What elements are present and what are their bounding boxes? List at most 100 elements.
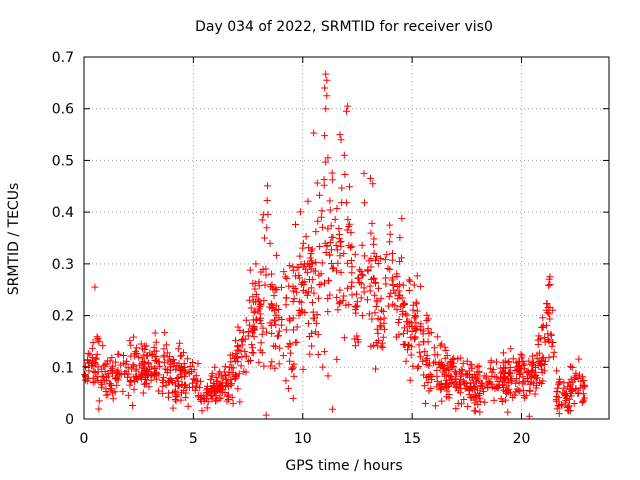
data-point (169, 355, 177, 363)
data-point (246, 266, 254, 274)
data-point (189, 359, 197, 367)
data-point (328, 405, 336, 413)
data-point (513, 366, 521, 374)
data-point (553, 384, 561, 392)
data-point (357, 280, 365, 288)
data-point (275, 327, 283, 335)
data-point (151, 364, 159, 372)
data-point (499, 349, 507, 357)
data-point (186, 362, 194, 370)
data-point (514, 358, 522, 366)
data-point (292, 220, 300, 228)
data-point (271, 284, 279, 292)
data-point (572, 372, 580, 380)
data-point (543, 299, 551, 307)
data-point (326, 251, 334, 259)
data-point (306, 350, 314, 358)
data-point (306, 261, 314, 269)
data-point (264, 182, 272, 190)
data-point (562, 396, 570, 404)
data-point (98, 365, 106, 373)
data-point (299, 239, 307, 247)
data-point (505, 379, 513, 387)
data-point (268, 301, 276, 309)
data-point (259, 211, 267, 219)
data-point (413, 307, 421, 315)
data-point (129, 402, 137, 410)
data-point (354, 274, 362, 282)
data-point (89, 339, 97, 347)
data-point (366, 287, 374, 295)
data-point (244, 357, 252, 365)
data-point (438, 360, 446, 368)
data-point (340, 334, 348, 342)
data-point (402, 357, 410, 365)
x-tick-label: 10 (294, 431, 312, 447)
data-point (252, 316, 260, 324)
data-point (424, 325, 432, 333)
data-point (92, 354, 100, 362)
data-point (268, 358, 276, 366)
data-point (296, 208, 304, 216)
data-point (469, 393, 477, 401)
data-point (156, 362, 164, 370)
data-point (260, 362, 268, 370)
data-point (312, 228, 320, 236)
data-point (263, 197, 271, 205)
data-point (389, 274, 397, 282)
data-point (204, 398, 212, 406)
data-point (566, 395, 574, 403)
data-point (346, 183, 354, 191)
data-point (88, 344, 96, 352)
data-point (83, 377, 91, 385)
data-point (119, 387, 127, 395)
data-point (531, 390, 539, 398)
data-point (390, 286, 398, 294)
data-point (575, 355, 583, 363)
data-point (255, 278, 263, 286)
data-point (303, 268, 311, 276)
data-point (99, 342, 107, 350)
data-point (564, 382, 572, 390)
data-point (322, 158, 330, 166)
data-point (302, 232, 310, 240)
data-point (82, 363, 90, 371)
data-point (197, 394, 205, 402)
data-point (393, 306, 401, 314)
x-axis-label: GPS time / hours (285, 458, 402, 474)
y-tick-label: 0.6 (52, 102, 74, 118)
data-point (228, 380, 236, 388)
data-point (113, 368, 121, 376)
data-point (308, 276, 316, 284)
y-axis-label: SRMTID / TECUs (6, 183, 22, 296)
data-point (423, 351, 431, 359)
data-point (98, 372, 106, 380)
data-point (238, 353, 246, 361)
data-point (377, 295, 385, 303)
data-point (567, 381, 575, 389)
grid (84, 57, 609, 419)
data-point (501, 357, 509, 365)
data-point (424, 378, 432, 386)
data-point (166, 352, 174, 360)
data-point (308, 245, 316, 253)
data-point (547, 330, 555, 338)
data-point (281, 273, 289, 281)
data-point (555, 379, 563, 387)
data-point (246, 321, 254, 329)
data-point (258, 330, 266, 338)
data-point (398, 214, 406, 222)
data-point (567, 385, 575, 393)
data-point (442, 379, 450, 387)
data-point (310, 314, 318, 322)
data-point (364, 267, 372, 275)
data-point (129, 361, 137, 369)
data-point (395, 316, 403, 324)
data-point (234, 343, 242, 351)
data-point (247, 304, 255, 312)
data-point (304, 197, 312, 205)
data-point (225, 371, 233, 379)
data-point (523, 375, 531, 383)
data-point (492, 358, 500, 366)
data-point (327, 222, 335, 230)
